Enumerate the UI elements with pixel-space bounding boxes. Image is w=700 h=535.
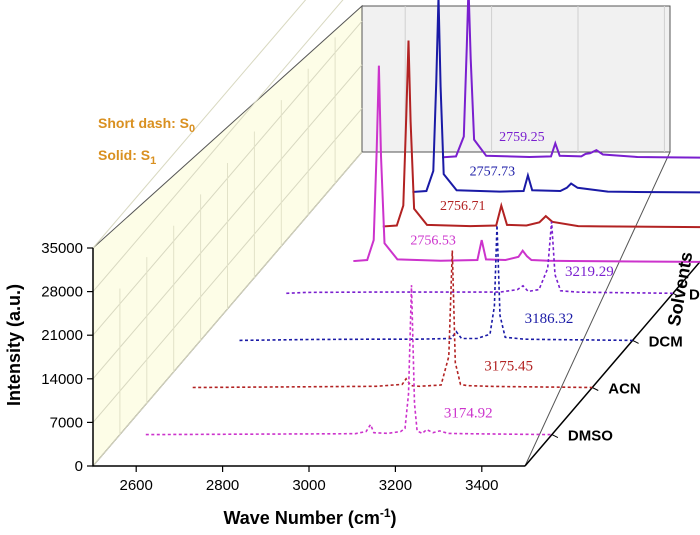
peak-label: 3174.92 [444,405,493,421]
series-line-s1-dcm [412,0,700,194]
peak-label: 2759.25 [499,130,545,145]
series-line-s0-dio [286,221,674,295]
legend-short-dash: Short dash: S0 [98,115,195,135]
y-tick-label: 0 [75,458,83,475]
y-tick-label: 35000 [41,240,83,257]
labels-layer: 2759.25 DIO 2757.73 DCM 2756.71 ACN 2756.53 DMS… [410,130,700,445]
x-tick-label: 3400 [465,477,498,494]
x-tick-label: 3200 [379,477,412,494]
z-axis-line [524,260,700,467]
series-line-s1-acn [382,40,700,229]
series-line-s0-dcm [239,225,633,342]
axes: 0 7000 14000 21000 28000 35000 2600 2800 3000 320… [41,240,700,494]
x-tick-label: 2600 [120,477,153,494]
category-label: ACN [608,381,641,398]
peak-label: 3219.29 [565,264,614,280]
y-tick-label: 28000 [41,284,83,301]
z-tick [632,339,639,344]
series-line-s0-dmso [145,285,552,436]
x-tick-label: 3000 [292,477,325,494]
legend-solid: Solid: S1 [98,147,156,167]
z-tick [592,387,599,391]
y-tick-label: 14000 [41,371,83,388]
series-line-s1-dmso [353,65,700,263]
x-axis-title: Wave Number (cm-1) [223,506,396,528]
peak-label: 3186.32 [525,311,574,327]
category-label: DIO [689,286,700,303]
peak-label: 2757.73 [470,165,515,180]
z-tick [672,292,680,297]
series-line-s0-acn [192,250,593,389]
series-line-s1-dio [442,0,700,159]
series-layer [145,0,700,436]
peak-label: 2756.71 [440,199,486,214]
y-tick-label: 21000 [41,327,83,344]
gridlines [92,0,665,467]
category-label: DCM [649,333,683,350]
y-axis-title: Intensity (a.u.) [4,284,24,406]
peak-label: 3175.45 [484,358,533,374]
z-tick [551,434,559,439]
category-label: DMSO [568,428,613,445]
wall-gridline-y [92,0,344,292]
y-tick-label: 7000 [50,414,83,431]
wall-gridline-y [92,0,307,249]
peak-label: 2756.53 [410,234,456,249]
x-tick-label: 2800 [206,477,239,494]
